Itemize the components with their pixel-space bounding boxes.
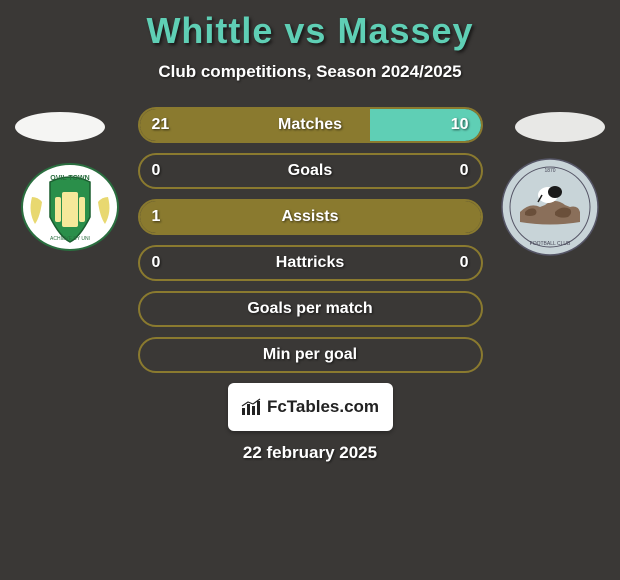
page-title: Whittle vs Massey bbox=[0, 10, 620, 52]
stat-value-left: 21 bbox=[152, 116, 170, 134]
right-club-crest-icon: 1870 FOOTBALL CLUB bbox=[500, 157, 600, 257]
left-club-badge: OVIL TOWN ACHIEVE BY UNI bbox=[20, 157, 120, 257]
footer-site-text: FcTables.com bbox=[241, 397, 379, 417]
left-top-ellipse bbox=[15, 112, 105, 142]
stat-label: Min per goal bbox=[263, 346, 357, 364]
footer-site-badge: FcTables.com bbox=[228, 383, 393, 431]
stat-value-right: 10 bbox=[451, 116, 469, 134]
right-top-ellipse bbox=[515, 112, 605, 142]
stat-value-right: 0 bbox=[460, 162, 469, 180]
stat-row: 0 Goals 0 bbox=[138, 153, 483, 189]
footer-date: 22 february 2025 bbox=[0, 443, 620, 463]
svg-text:ACHIEVE BY UNI: ACHIEVE BY UNI bbox=[50, 236, 90, 242]
stat-value-right: 0 bbox=[460, 254, 469, 272]
stat-label: Goals per match bbox=[247, 300, 372, 318]
stat-label: Matches bbox=[278, 116, 342, 134]
svg-text:1870: 1870 bbox=[544, 168, 555, 174]
stat-label: Goals bbox=[288, 162, 332, 180]
stat-row: Min per goal bbox=[138, 337, 483, 373]
yeovil-crest-icon: OVIL TOWN ACHIEVE BY UNI bbox=[20, 162, 120, 252]
chart-bars-icon bbox=[241, 398, 263, 416]
page-subtitle: Club competitions, Season 2024/2025 bbox=[0, 62, 620, 82]
stat-row: 1 Assists bbox=[138, 199, 483, 235]
stat-label: Hattricks bbox=[276, 254, 344, 272]
stat-row: Goals per match bbox=[138, 291, 483, 327]
stat-row: 21 Matches 10 bbox=[138, 107, 483, 143]
right-club-badge: 1870 FOOTBALL CLUB bbox=[500, 157, 600, 257]
stat-value-left: 0 bbox=[152, 254, 161, 272]
stat-value-left: 0 bbox=[152, 162, 161, 180]
stat-row: 0 Hattricks 0 bbox=[138, 245, 483, 281]
stats-area: OVIL TOWN ACHIEVE BY UNI 1870 FOOTBALL C… bbox=[0, 107, 620, 373]
footer-site-name: FcTables.com bbox=[267, 397, 379, 417]
stat-label: Assists bbox=[282, 208, 339, 226]
svg-text:FOOTBALL CLUB: FOOTBALL CLUB bbox=[530, 241, 571, 247]
svg-text:OVIL TOWN: OVIL TOWN bbox=[50, 175, 89, 182]
stat-value-left: 1 bbox=[152, 208, 161, 226]
comparison-infographic: Whittle vs Massey Club competitions, Sea… bbox=[0, 0, 620, 580]
